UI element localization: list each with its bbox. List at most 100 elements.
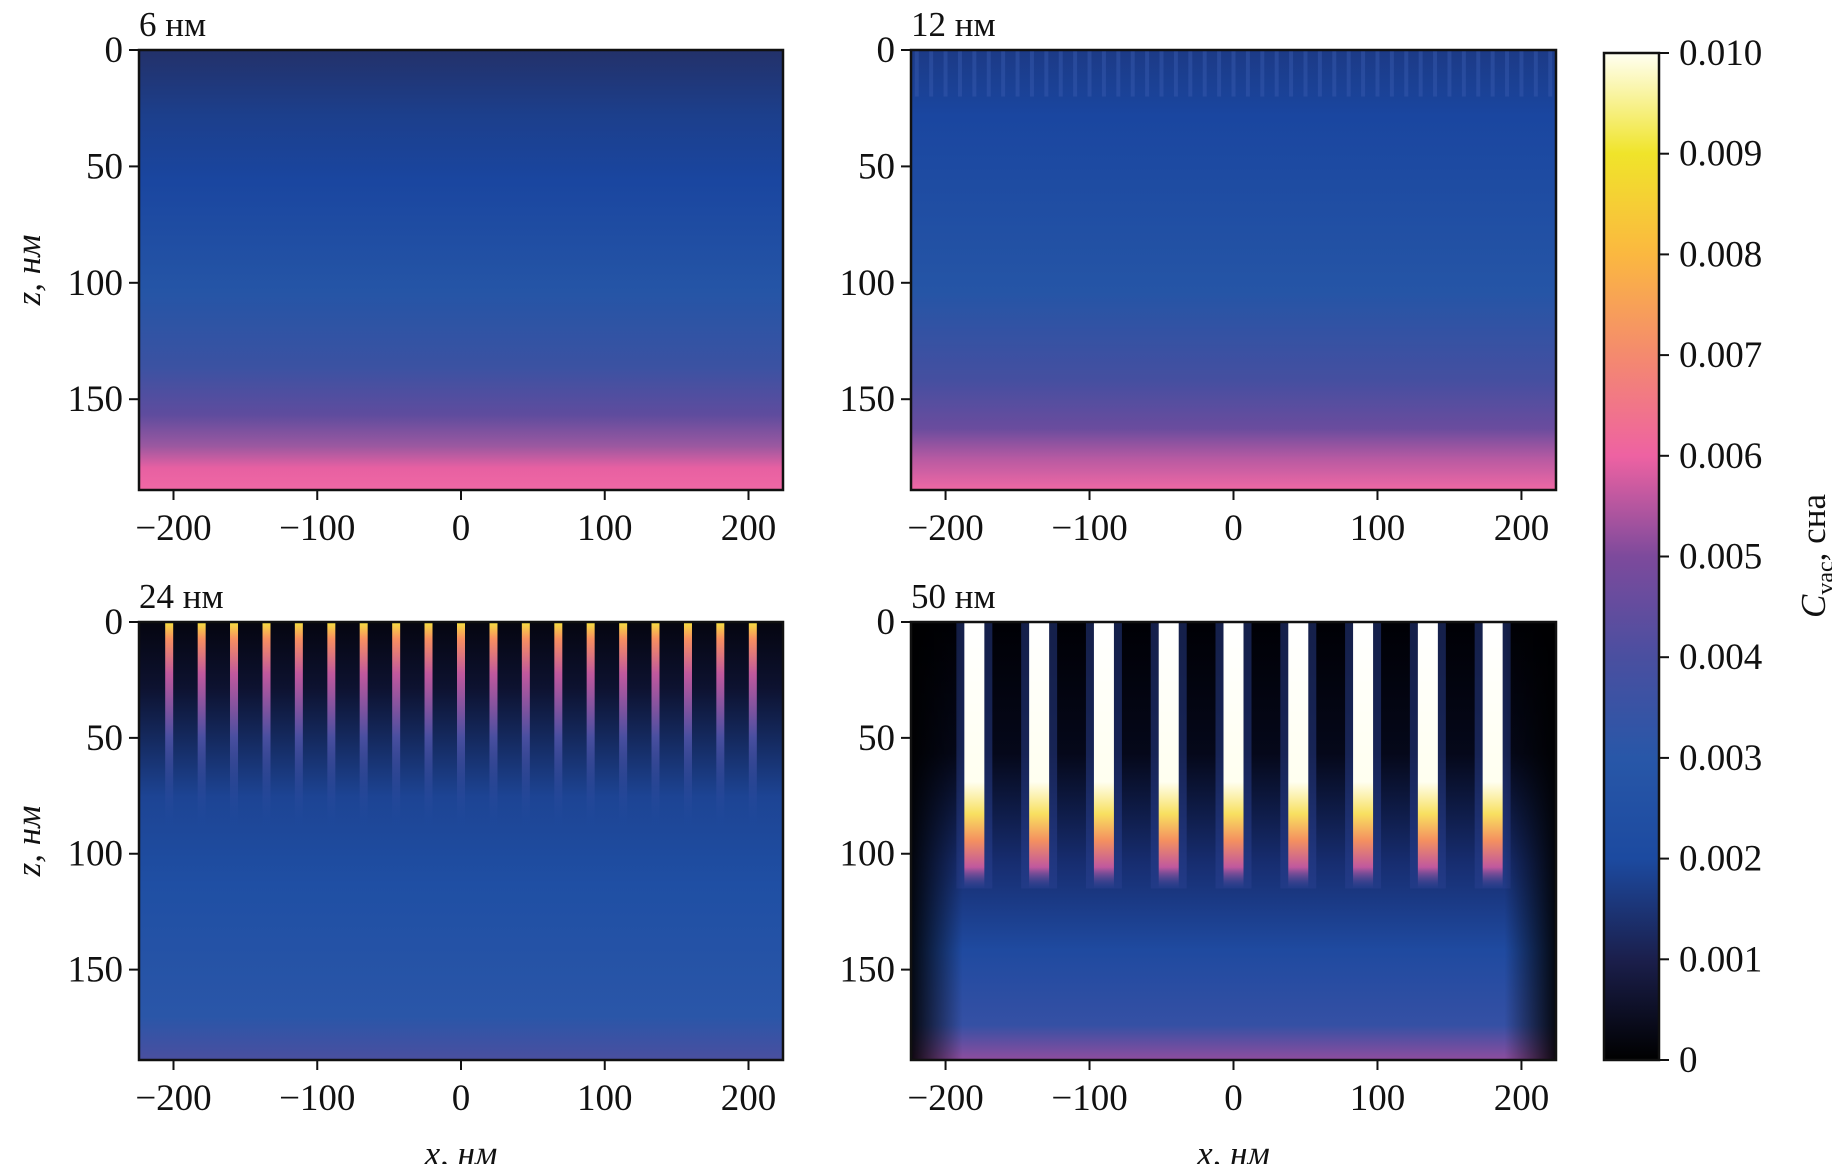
colorbar-tick-label: 0.010 xyxy=(1679,33,1762,74)
vacancy-column xyxy=(230,622,239,831)
colorbar-tick-label: 0.009 xyxy=(1679,134,1762,175)
surface-stripe xyxy=(1490,50,1495,97)
x-tick-label: −200 xyxy=(135,1078,211,1119)
colorbar-tick-label: 0.001 xyxy=(1679,939,1762,980)
surface-stripe xyxy=(914,50,919,97)
surface-stripe xyxy=(972,50,977,97)
vacancy-column xyxy=(262,622,271,831)
colorbar-tick-label: 0.008 xyxy=(1679,234,1762,275)
colorbar-tick-label: 0.002 xyxy=(1679,839,1762,880)
surface-stripe xyxy=(957,50,962,97)
y-tick-label: 100 xyxy=(68,834,124,875)
x-tick-label: −200 xyxy=(135,508,211,549)
surface-stripe xyxy=(1159,50,1164,97)
y-tick-label: 150 xyxy=(840,950,896,991)
x-tick-label: 200 xyxy=(1494,508,1550,549)
colorbar: 0 0.001 0.002 0.003 0.004 0.005 0.006 0.007 0.00… xyxy=(1602,33,1832,1081)
vacancy-column xyxy=(327,622,336,831)
colorbar-label-main: C xyxy=(1794,594,1832,618)
y-tick-label: 150 xyxy=(68,950,124,991)
surface-stripe xyxy=(1202,50,1207,97)
surface-stripe xyxy=(1447,50,1452,97)
surface-stripe xyxy=(1188,50,1193,97)
surface-stripe xyxy=(1317,50,1322,97)
surface-stripe xyxy=(1461,50,1466,97)
panel-title: 6 нм xyxy=(139,5,206,44)
panel-1: 6 нм −200 −100 0 100 200 0 50 100 150 z, нм xyxy=(9,5,785,549)
x-tick-label: 100 xyxy=(1350,508,1406,549)
surface-stripe xyxy=(1145,50,1150,97)
surface-stripe xyxy=(1361,50,1366,97)
colorbar-tick-label: 0.007 xyxy=(1679,335,1762,376)
surface-stripe xyxy=(1001,50,1006,97)
edge-shading xyxy=(911,622,1556,1060)
x-tick-label: 0 xyxy=(1224,1078,1243,1119)
y-tick-label: 50 xyxy=(858,146,895,187)
x-tick-label: 200 xyxy=(1494,1078,1550,1119)
surface-stripe xyxy=(943,50,948,97)
surface-stripe xyxy=(1404,50,1409,97)
y-tick-label: 100 xyxy=(840,834,896,875)
y-tick-label: 0 xyxy=(105,602,124,643)
surface-stripe xyxy=(1044,50,1049,97)
surface-stripe xyxy=(1533,50,1538,97)
y-tick-label: 0 xyxy=(877,602,896,643)
x-tick-label: −100 xyxy=(279,1078,355,1119)
x-tick-label: 200 xyxy=(721,1078,777,1119)
vacancy-column xyxy=(521,622,530,831)
x-tick-label: 100 xyxy=(1350,1078,1406,1119)
heatmap-background xyxy=(139,50,783,490)
y-axis-label: z, нм xyxy=(9,806,48,878)
y-tick-label: 100 xyxy=(840,263,896,304)
heatmap-background xyxy=(911,50,1556,490)
colorbar-tick-label: 0.005 xyxy=(1679,537,1762,578)
x-tick-label: 0 xyxy=(1224,508,1243,549)
surface-stripe xyxy=(1058,50,1063,97)
vacancy-column xyxy=(165,622,174,831)
panel-title: 24 нм xyxy=(139,577,224,616)
x-tick-label: −200 xyxy=(907,1078,983,1119)
surface-stripe xyxy=(1548,50,1553,97)
surface-stripe xyxy=(1260,50,1265,97)
y-tick-label: 100 xyxy=(68,263,124,304)
vacancy-column xyxy=(294,622,303,831)
vacancy-column xyxy=(683,622,692,831)
surface-stripe xyxy=(1015,50,1020,97)
surface-stripe xyxy=(1418,50,1423,97)
panel-title: 12 нм xyxy=(911,5,996,44)
colorbar-tick-label: 0.004 xyxy=(1679,637,1762,678)
y-tick-label: 50 xyxy=(86,146,123,187)
x-tick-label: −100 xyxy=(279,508,355,549)
y-tick-label: 150 xyxy=(840,379,896,420)
y-tick-label: 150 xyxy=(68,379,124,420)
vacancy-column xyxy=(457,622,465,831)
surface-stripe xyxy=(1029,50,1034,97)
surface-stripe xyxy=(1505,50,1510,97)
vacancy-column xyxy=(489,622,498,831)
colorbar-tick-label: 0.006 xyxy=(1679,436,1762,477)
vacancy-column xyxy=(424,622,433,831)
surface-stripe xyxy=(1116,50,1121,97)
colorbar-tick-label: 0.003 xyxy=(1679,738,1762,779)
surface-stripe xyxy=(1375,50,1380,97)
surface-stripe xyxy=(1289,50,1294,97)
surface-stripe xyxy=(1087,50,1092,97)
surface-stripe xyxy=(1303,50,1308,97)
surface-stripe xyxy=(1433,50,1438,97)
vacancy-column xyxy=(619,622,628,831)
y-tick-label: 50 xyxy=(86,718,123,759)
vacancy-column xyxy=(359,622,368,831)
surface-stripe xyxy=(1101,50,1106,97)
surface-stripe xyxy=(1173,50,1178,97)
surface-stripe xyxy=(1231,50,1236,97)
surface-stripe xyxy=(1476,50,1481,97)
y-tick-label: 0 xyxy=(877,30,896,71)
x-tick-label: 100 xyxy=(577,508,633,549)
colorbar-label-sub: vac xyxy=(1813,561,1832,594)
colorbar-tick-label: 0 xyxy=(1679,1040,1698,1081)
panel-4: 50 нм −200 −100 0 100 200 0 50 100 150 x, нм xyxy=(840,577,1558,1164)
surface-stripe xyxy=(986,50,991,97)
panel-2: 12 нм −200 −100 0 100 200 0 50 100 150 xyxy=(840,5,1558,549)
vacancy-column xyxy=(392,622,401,831)
